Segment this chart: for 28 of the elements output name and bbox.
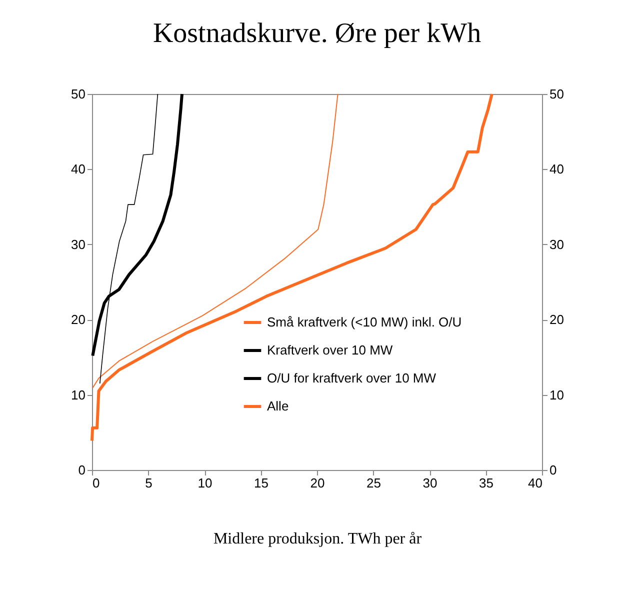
x-tick-label: 25 xyxy=(366,476,381,490)
y-tick-label: 10 xyxy=(71,387,86,402)
x-tick-label: 0 xyxy=(92,476,100,490)
x-tick-label: 5 xyxy=(145,476,152,490)
x-tick-label: 30 xyxy=(422,476,438,490)
x-tick-label: 20 xyxy=(310,476,325,490)
x-tick-label: 35 xyxy=(479,476,494,490)
y-tick-label: 50 xyxy=(71,86,86,102)
legend-label: Alle xyxy=(267,398,289,414)
x-tick-label: 40 xyxy=(528,476,542,490)
y2-tick-label: 20 xyxy=(550,312,564,328)
x-axis-title: Midlere produksjon. TWh per år xyxy=(213,530,422,548)
y2-tick-label: 40 xyxy=(550,162,564,177)
y-tick-label: 40 xyxy=(71,162,86,177)
line-series xyxy=(90,92,494,442)
y-tick-label: 0 xyxy=(78,462,86,478)
legend-label: Små kraftverk (<10 MW) inkl. O/U xyxy=(267,314,462,330)
y-tick-label: 20 xyxy=(71,312,86,328)
legend-label: Kraftverk over 10 MW xyxy=(267,342,394,358)
y2-tick-label: 30 xyxy=(550,236,564,252)
y2-tick-label: 0 xyxy=(550,462,557,478)
y2-tick-label: 50 xyxy=(550,86,564,102)
y2-tick-label: 10 xyxy=(550,387,564,402)
x-tick-label: 10 xyxy=(198,476,212,490)
y-tick-label: 30 xyxy=(71,236,86,252)
legend-label: O/U for kraftverk over 10 MW xyxy=(267,370,437,386)
x-tick-label: 15 xyxy=(254,476,268,490)
chart-title: Kostnadskurve. Øre per kWh xyxy=(152,18,482,49)
